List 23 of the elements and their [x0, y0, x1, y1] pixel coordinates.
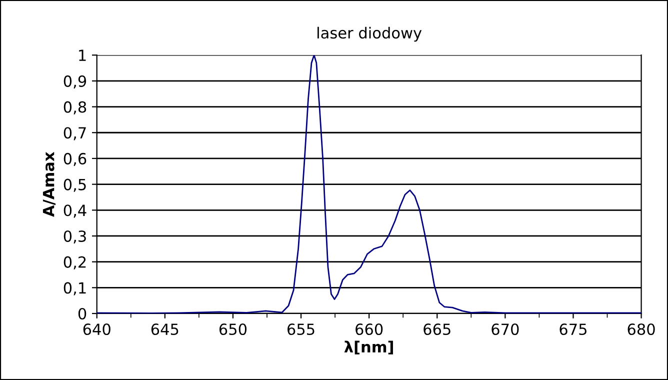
chart-title: laser diodowy [318, 26, 422, 42]
y-tick-label: 1 [79, 50, 86, 61]
x-tick-label: 665 [424, 323, 450, 336]
y-tick-label: 0,9 [64, 75, 86, 89]
y-tick-label: 0,2 [64, 256, 86, 270]
y-tick-label: 0,6 [64, 152, 86, 166]
x-axis-title: λ[nm] [344, 340, 393, 354]
y-tick-label: 0,3 [64, 230, 86, 244]
x-tick-label: 680 [628, 323, 655, 336]
x-tick-label: 670 [492, 323, 519, 336]
x-tick-label: 675 [560, 323, 586, 336]
y-axis-title: A/Amax [42, 152, 56, 217]
x-tick-label: 645 [151, 323, 178, 336]
y-tick-label: 0,7 [64, 127, 86, 140]
x-tick-label: 640 [83, 323, 110, 336]
x-tick-label: 650 [219, 323, 247, 336]
y-tick-label: 0,5 [64, 178, 86, 192]
x-tick-label: 660 [356, 323, 383, 336]
y-tick-label: 0,4 [64, 204, 86, 218]
x-tick-label: 655 [288, 323, 314, 336]
y-tick-label: 0 [78, 308, 86, 320]
y-tick-label: 0,8 [64, 101, 86, 114]
y-tick-label: 0,1 [64, 282, 86, 296]
